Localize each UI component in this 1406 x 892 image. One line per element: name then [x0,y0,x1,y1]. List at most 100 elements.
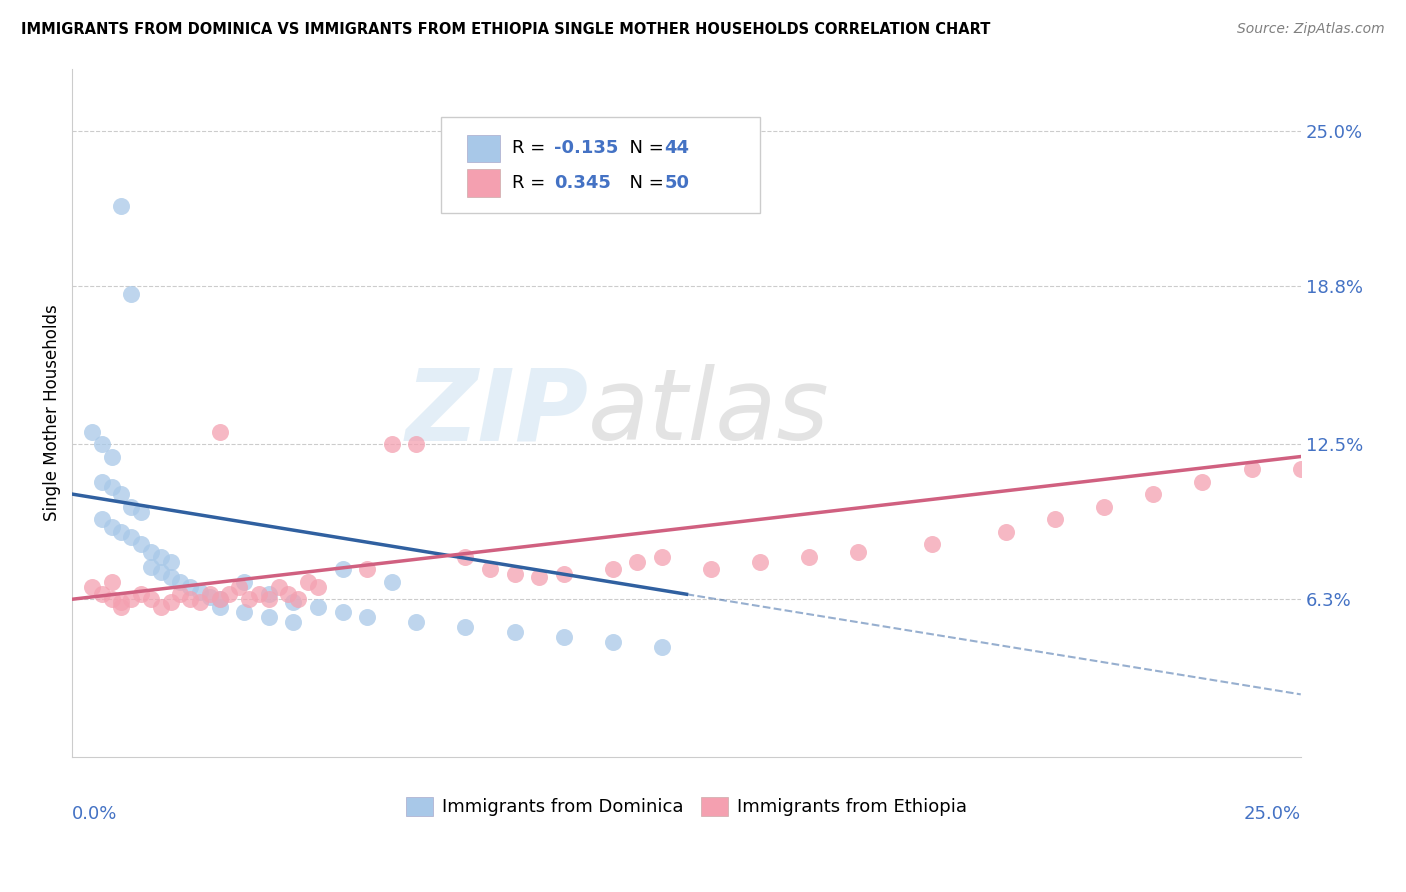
Point [307,580,329,594]
Point [1191,475,1213,489]
Point [1142,487,1164,501]
Point [120,286,142,301]
Point [169,587,191,601]
Point [120,530,142,544]
Point [297,574,319,589]
Point [233,574,256,589]
Point [1289,462,1312,476]
Point [129,537,152,551]
Point [405,615,427,629]
Point [90,512,112,526]
Point [110,599,132,614]
Point [198,587,221,601]
Point [553,567,575,582]
Point [1092,500,1115,514]
Point [129,587,152,601]
Text: 0.0%: 0.0% [72,805,118,823]
Point [208,425,231,439]
Point [307,599,329,614]
Point [454,620,477,634]
Point [527,570,550,584]
FancyBboxPatch shape [441,117,761,213]
Point [277,587,299,601]
Point [80,580,103,594]
Text: R =: R = [512,139,551,157]
Text: N =: N = [617,174,669,192]
Point [208,599,231,614]
Point [381,574,404,589]
Point [208,592,231,607]
Point [651,640,673,654]
Point [120,592,142,607]
Point [129,505,152,519]
Point [553,630,575,644]
Y-axis label: Single Mother Households: Single Mother Households [44,304,60,521]
Point [100,592,122,607]
Point [169,574,191,589]
FancyBboxPatch shape [467,169,499,196]
Point [188,584,211,599]
Point [179,580,201,594]
Text: R =: R = [512,174,551,192]
Point [356,609,378,624]
Point [257,587,280,601]
Point [332,562,354,576]
Text: Source: ZipAtlas.com: Source: ZipAtlas.com [1237,22,1385,37]
Point [381,437,404,451]
Text: 0.345: 0.345 [554,174,610,192]
Point [287,592,309,607]
Point [283,615,305,629]
Point [159,555,181,569]
Point [218,587,240,601]
Point [120,500,142,514]
Point [356,562,378,576]
Point [198,590,221,604]
Text: N =: N = [617,139,669,157]
Point [994,524,1017,539]
Point [283,595,305,609]
Point [626,555,648,569]
Point [257,609,280,624]
Point [1043,512,1066,526]
Point [80,425,103,439]
Point [503,624,526,639]
Point [238,592,260,607]
Point [602,635,624,649]
Point [233,605,256,619]
Point [139,592,162,607]
Point [188,595,211,609]
Point [100,450,122,464]
Point [454,549,477,564]
Text: 44: 44 [665,139,689,157]
Point [110,595,132,609]
Point [139,544,162,558]
Text: IMMIGRANTS FROM DOMINICA VS IMMIGRANTS FROM ETHIOPIA SINGLE MOTHER HOUSEHOLDS CO: IMMIGRANTS FROM DOMINICA VS IMMIGRANTS F… [21,22,990,37]
Point [799,549,821,564]
Text: 50: 50 [665,174,689,192]
Point [700,562,723,576]
FancyBboxPatch shape [467,135,499,162]
Point [159,570,181,584]
Point [228,580,250,594]
Point [247,587,270,601]
Point [602,562,624,576]
Point [100,480,122,494]
Point [149,599,172,614]
Text: ZIP: ZIP [405,364,588,461]
Point [332,605,354,619]
Point [405,437,427,451]
Point [848,544,870,558]
Point [100,519,122,533]
Point [139,559,162,574]
Legend: Immigrants from Dominica, Immigrants from Ethiopia: Immigrants from Dominica, Immigrants fro… [398,789,974,823]
Point [159,595,181,609]
Point [100,574,122,589]
Point [478,562,501,576]
Point [110,199,132,213]
Point [149,549,172,564]
Point [651,549,673,564]
Point [921,537,943,551]
Point [208,592,231,607]
Point [503,567,526,582]
Point [267,580,290,594]
